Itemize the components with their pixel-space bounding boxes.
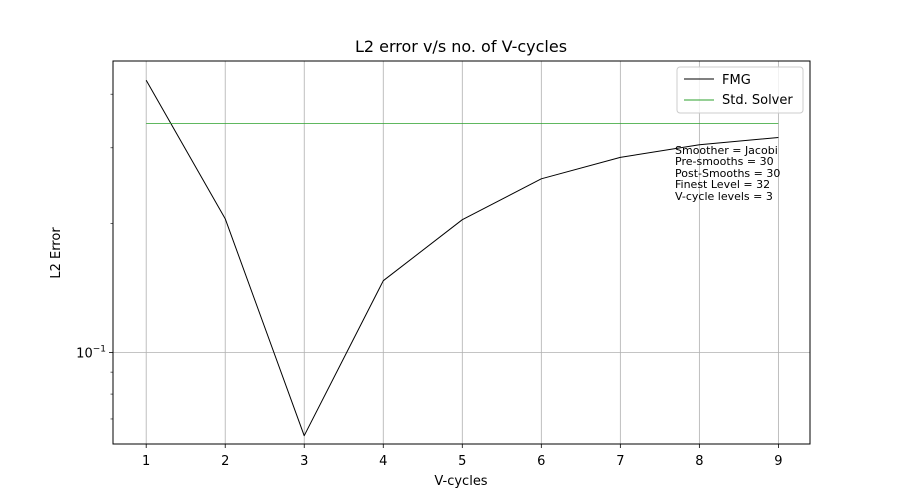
y-tick-label-base: 10	[76, 347, 93, 362]
x-tick-label: 4	[379, 454, 387, 469]
parameter-annotation: Smoother = Jacobi Pre-smooths = 30 Post-…	[675, 144, 780, 203]
y-tick-label: 10−1	[76, 345, 106, 362]
x-tick-label: 3	[300, 454, 308, 469]
x-tick-label: 7	[616, 454, 624, 469]
ticks-layer: 1 2 3 4 5 6 7 8 9 10−1	[76, 93, 783, 469]
legend: FMG Std. Solver	[676, 66, 804, 114]
legend-fmg-label: FMG	[722, 73, 751, 88]
annotation-finest-level: Finest Level = 32	[675, 178, 770, 191]
x-tick-label: 9	[774, 454, 782, 469]
series-layer	[145, 80, 779, 437]
x-tick-label: 5	[458, 454, 466, 469]
x-tick-label: 8	[695, 454, 703, 469]
chart-title: L2 error v/s no. of V-cycles	[355, 37, 567, 56]
x-axis-label: V-cycles	[434, 474, 487, 489]
grid-layer	[113, 61, 810, 444]
annotation-smoother: Smoother = Jacobi	[675, 144, 778, 157]
x-tick-label: 6	[537, 454, 545, 469]
y-tick-label-exponent: −1	[93, 345, 106, 355]
legend-std-solver-label: Std. Solver	[722, 93, 793, 108]
series-line-fmg	[145, 80, 779, 437]
annotation-v-cycle-levels: V-cycle levels = 3	[675, 190, 773, 203]
plot-area-frame	[112, 60, 811, 445]
x-tick-label: 2	[221, 454, 229, 469]
annotation-pre-smooths: Pre-smooths = 30	[675, 155, 774, 168]
x-tick-label: 1	[142, 454, 150, 469]
annotation-post-smooths: Post-Smooths = 30	[675, 167, 780, 180]
y-axis-label: L2 Error	[49, 227, 64, 279]
